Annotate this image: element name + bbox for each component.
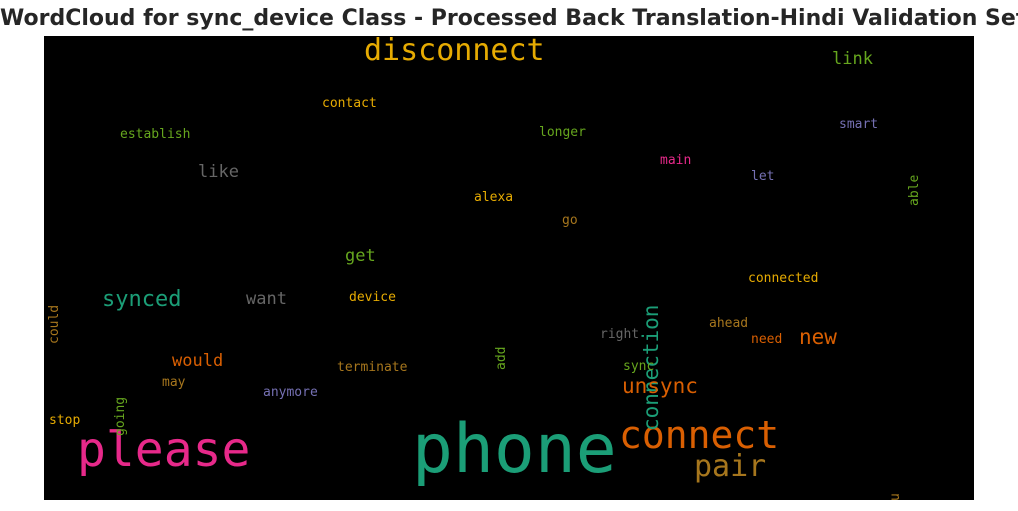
word-want: want	[246, 289, 287, 309]
wordcloud-canvas: phone please connect disconnect pair connecti…	[44, 36, 974, 500]
word-let: let	[751, 169, 775, 184]
word-please: please	[77, 422, 251, 478]
word-main: main	[660, 153, 692, 168]
word-need: need	[751, 332, 783, 347]
word-connect: connect	[619, 413, 780, 457]
word-terminate: terminate	[337, 360, 408, 375]
word-smart: smart	[839, 117, 879, 132]
word-unsync: unsync	[622, 374, 698, 398]
word-would: would	[172, 351, 224, 371]
word-go: go	[562, 213, 578, 228]
word-able: able	[907, 174, 922, 206]
word-new: new	[799, 325, 837, 349]
word-pair: pair	[694, 449, 767, 484]
word-longer: longer	[539, 125, 586, 140]
chart-title: WordCloud for sync_device Class - Proces…	[0, 6, 1018, 31]
word-synced: synced	[102, 287, 182, 312]
word-going: going	[113, 396, 128, 436]
word-may: may	[162, 375, 186, 390]
word-link: link	[832, 49, 873, 69]
word-stop: stop	[49, 413, 81, 428]
word-alexa: alexa	[474, 190, 514, 205]
word-phone: phone	[412, 410, 617, 489]
word-add: add	[494, 346, 509, 370]
word-ahead: ahead	[709, 316, 749, 331]
word-like: like	[198, 162, 239, 182]
word-u: u	[888, 493, 903, 500]
word-contact: contact	[322, 96, 377, 111]
word-disconnect: disconnect	[364, 36, 545, 68]
word-establish: establish	[120, 127, 191, 142]
word-device: device	[349, 290, 396, 305]
word-sync: sync	[623, 359, 655, 374]
word-right: right	[600, 327, 640, 342]
word-anymore: anymore	[263, 385, 318, 400]
word-connected: connected	[748, 271, 819, 286]
word-get: get	[345, 246, 376, 266]
word-could: could	[47, 304, 62, 344]
